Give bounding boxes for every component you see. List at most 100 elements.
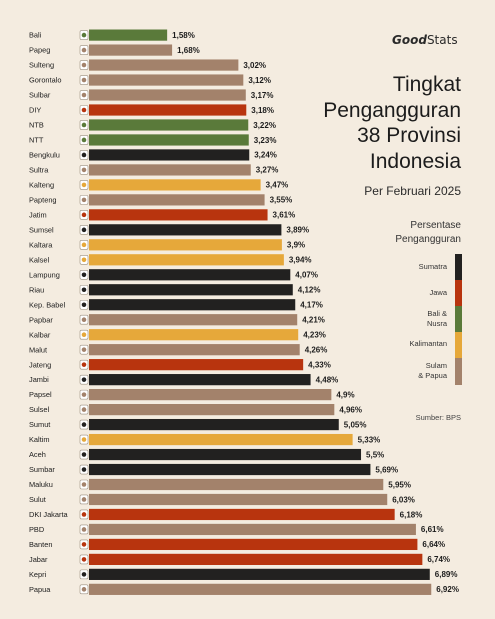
- source-note: Sumber: BPS: [415, 413, 461, 422]
- value-label: 3,22%: [253, 121, 276, 130]
- bar: [89, 44, 173, 56]
- value-label: 5,5%: [366, 450, 384, 459]
- category-label: Papteng: [29, 195, 57, 204]
- bar: [89, 433, 353, 446]
- category-label: Gorontalo: [29, 76, 61, 85]
- category-label: Bali: [29, 31, 42, 40]
- chart-title: Tingkat Pengangguran 38 Provinsi Indones…: [261, 72, 461, 174]
- value-label: 3,12%: [248, 76, 271, 85]
- province-emblem-mark: [81, 62, 87, 68]
- bar: [89, 254, 284, 266]
- province-emblem-mark: [81, 437, 87, 442]
- bar: [89, 583, 432, 595]
- legend-swatch-jawa: [455, 280, 462, 306]
- value-label: 3,23%: [254, 136, 277, 145]
- legend-swatch-sulam-papua: [455, 358, 462, 385]
- category-label: Kepri: [29, 570, 47, 579]
- category-label: Banten: [29, 540, 52, 549]
- province-emblem-mark: [81, 407, 87, 412]
- value-label: 3,61%: [273, 211, 296, 220]
- province-emblem-mark: [81, 317, 87, 323]
- title-line: 38 Provinsi: [357, 124, 461, 147]
- province-emblem-mark: [81, 92, 87, 98]
- legend-label: & Papua: [418, 371, 447, 380]
- category-label: Malut: [29, 345, 47, 354]
- province-emblem-mark: [81, 572, 87, 577]
- value-label: 3,18%: [251, 106, 274, 115]
- category-label: Papsel: [29, 390, 52, 399]
- value-label: 5,33%: [358, 435, 381, 444]
- category-label: Jateng: [29, 360, 51, 369]
- value-label: 4,33%: [308, 360, 331, 369]
- bar: [89, 478, 384, 491]
- legend-label: Sumatra: [418, 262, 447, 271]
- category-label: Sumut: [29, 420, 50, 429]
- bar: [89, 74, 244, 86]
- bar: [89, 209, 268, 221]
- bar: [89, 149, 250, 161]
- province-emblem-mark: [81, 182, 87, 188]
- province-emblem-mark: [81, 392, 87, 397]
- province-emblem-mark: [81, 47, 87, 53]
- value-label: 3,47%: [266, 181, 289, 190]
- bar: [89, 374, 311, 386]
- bar: [89, 179, 261, 191]
- category-label: NTT: [29, 136, 44, 145]
- bar: [89, 224, 282, 236]
- bar: [89, 194, 265, 206]
- province-emblem-mark: [81, 152, 87, 158]
- title-line: Pengangguran: [323, 98, 461, 122]
- value-label: 1,58%: [172, 31, 195, 40]
- bar: [89, 239, 282, 251]
- bar: [89, 463, 371, 476]
- bar: [89, 553, 423, 565]
- legend-swatch-sumatra: [455, 254, 462, 280]
- brand-good: Good: [392, 33, 427, 47]
- title-line: Tingkat: [392, 73, 461, 96]
- value-label: 4,21%: [302, 316, 325, 325]
- province-emblem-mark: [81, 302, 87, 308]
- category-label: Jabar: [29, 555, 48, 564]
- category-label: Aceh: [29, 450, 46, 459]
- bar: [89, 134, 249, 146]
- value-label: 4,48%: [316, 375, 339, 384]
- province-emblem-mark: [81, 32, 87, 38]
- category-label: Jatim: [29, 210, 47, 219]
- brand-stats: Stats: [426, 33, 458, 47]
- bar: [89, 508, 395, 521]
- value-label: 6,92%: [436, 585, 459, 594]
- province-emblem-mark: [81, 242, 87, 248]
- bar: [89, 448, 362, 461]
- category-label: Kaltim: [29, 435, 50, 444]
- province-emblem-mark: [81, 257, 87, 263]
- value-label: 6,74%: [427, 555, 450, 564]
- province-emblem-mark: [81, 482, 87, 487]
- bar: [89, 329, 299, 341]
- category-label: Sultra: [29, 166, 49, 175]
- category-label: NTB: [29, 121, 44, 130]
- province-emblem-mark: [81, 347, 87, 352]
- value-label: 5,69%: [375, 465, 398, 474]
- bar: [89, 389, 332, 401]
- legend-item-kalimantan: Kalimantan: [357, 339, 447, 349]
- category-label: DIY: [29, 106, 41, 115]
- value-label: 3,9%: [287, 241, 305, 250]
- category-label: Sulbar: [29, 91, 51, 100]
- value-label: 4,23%: [303, 331, 326, 340]
- category-label: Sulteng: [29, 61, 54, 70]
- category-label: Lampung: [29, 270, 60, 279]
- legend-label: Jawa: [429, 288, 447, 297]
- category-label: Kalbar: [29, 330, 51, 339]
- value-label: 4,12%: [298, 286, 321, 295]
- category-label: Kalsel: [29, 255, 49, 264]
- province-emblem-mark: [81, 107, 87, 113]
- province-emblem-mark: [81, 212, 87, 218]
- category-label: Papeg: [29, 46, 50, 55]
- province-emblem-mark: [81, 377, 87, 382]
- category-label: Sumbar: [29, 465, 55, 474]
- bar: [89, 538, 418, 551]
- category-label: DKI Jakarta: [29, 510, 68, 519]
- chart-subtitle: Per Februari 2025: [364, 184, 461, 198]
- category-label: Sulut: [29, 495, 46, 504]
- province-emblem-mark: [81, 272, 87, 278]
